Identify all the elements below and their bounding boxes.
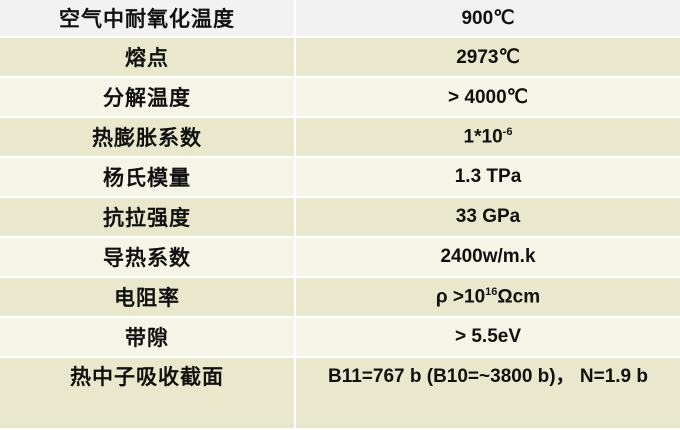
table-row: 空气中耐氧化温度 900℃ bbox=[0, 0, 680, 38]
property-value: > 4000℃ bbox=[296, 78, 680, 118]
table-row: 带隙 > 5.5eV bbox=[0, 318, 680, 358]
property-label: 电阻率 bbox=[0, 278, 296, 318]
value-exponent: -6 bbox=[502, 125, 513, 138]
value-base: ρ >10 bbox=[435, 286, 486, 308]
property-value: 2400w/m.k bbox=[296, 238, 680, 278]
property-value: 900℃ bbox=[296, 0, 680, 38]
table-row: 导热系数 2400w/m.k bbox=[0, 238, 680, 278]
table-row: 电阻率 ρ >1016Ωcm bbox=[0, 278, 680, 318]
property-label: 热膨胀系数 bbox=[0, 118, 296, 158]
table-row: 熔点 2973℃ bbox=[0, 38, 680, 78]
value-base: 1*10 bbox=[463, 126, 503, 148]
property-label: 热中子吸收截面 bbox=[0, 358, 296, 430]
table-row: 抗拉强度 33 GPa bbox=[0, 198, 680, 238]
property-value: 1*10-6 bbox=[296, 118, 680, 158]
property-label: 杨氏模量 bbox=[0, 158, 296, 198]
property-value: > 5.5eV bbox=[296, 318, 680, 358]
property-label: 熔点 bbox=[0, 38, 296, 78]
property-value: 2973℃ bbox=[296, 38, 680, 78]
property-value: ρ >1016Ωcm bbox=[296, 278, 680, 318]
property-value: B11=767 b (B10=~3800 b)， N=1.9 b bbox=[296, 358, 680, 430]
table-row: 杨氏模量 1.3 TPa bbox=[0, 158, 680, 198]
table-row: 热中子吸收截面 B11=767 b (B10=~3800 b)， N=1.9 b bbox=[0, 358, 680, 430]
property-label: 带隙 bbox=[0, 318, 296, 358]
property-label: 分解温度 bbox=[0, 78, 296, 118]
value-unit: Ωcm bbox=[497, 286, 541, 308]
table-row: 热膨胀系数 1*10-6 bbox=[0, 118, 680, 158]
property-label: 空气中耐氧化温度 bbox=[0, 0, 296, 38]
property-value: 33 GPa bbox=[296, 198, 680, 238]
property-label: 抗拉强度 bbox=[0, 198, 296, 238]
property-value: 1.3 TPa bbox=[296, 158, 680, 198]
property-label: 导热系数 bbox=[0, 238, 296, 278]
value-exponent: 16 bbox=[485, 285, 498, 298]
table-row: 分解温度 > 4000℃ bbox=[0, 78, 680, 118]
